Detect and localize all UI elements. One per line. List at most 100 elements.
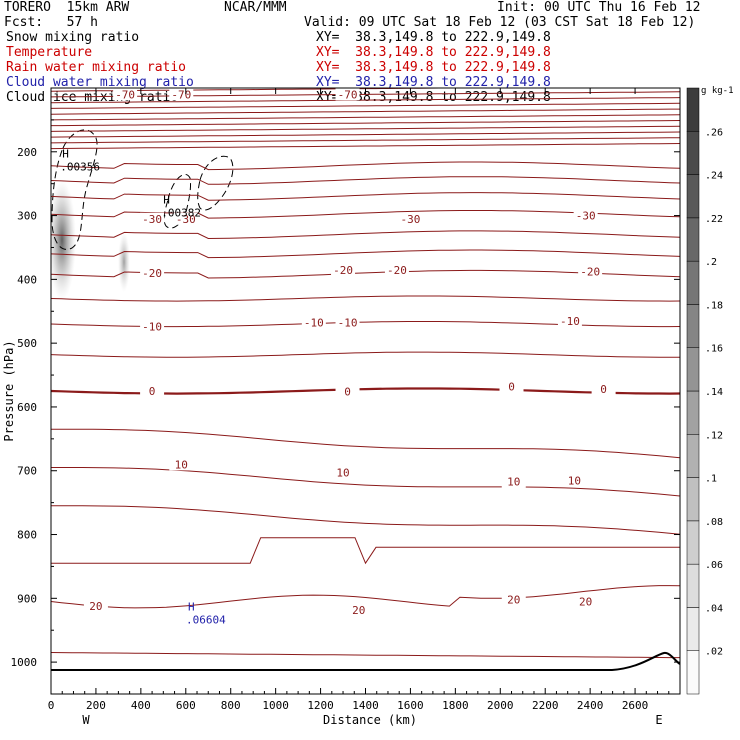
isotherm-label: 20 — [579, 596, 592, 609]
isotherm-label: 20 — [89, 600, 102, 613]
maximum-mark: H — [188, 601, 195, 614]
colorbar-segment — [686, 434, 700, 478]
colorbar-segment — [686, 174, 700, 219]
isotherm-label: -30 — [176, 213, 196, 226]
y-tick-label: 900 — [17, 592, 37, 605]
isotherm-label: -20 — [580, 266, 600, 279]
isotherm-label-bg — [335, 385, 360, 398]
isotherm-label-bg — [335, 88, 360, 101]
colorbar-tick-label: .04 — [705, 603, 723, 614]
y-tick-label: 400 — [17, 273, 37, 286]
temperature-labels: -70 -70 -70 -30 -30 -30 -30 -20 -20 -20 -20 -10 -10 -… — [83, 88, 616, 617]
isotherm-line — [51, 351, 680, 358]
isotherm-label-bg — [501, 593, 526, 606]
isotherm-label: 0 — [149, 385, 156, 398]
colorbar-tick-label: .22 — [705, 214, 723, 225]
isotherm-line — [51, 505, 680, 535]
maximum-mark: H — [163, 194, 170, 207]
maximum-value: .06604 — [186, 614, 226, 627]
colorbar-segment — [686, 217, 700, 262]
isotherm-label: 0 — [344, 386, 351, 399]
isotherm-label: -20 — [142, 267, 162, 280]
isotherm-label-bg — [169, 458, 194, 471]
isotherm-label: -20 — [387, 264, 407, 277]
y-tick-label: 200 — [17, 146, 37, 159]
west-label: W — [82, 713, 90, 727]
isotherm-label: -30 — [576, 210, 596, 223]
isotherm-label-bg — [335, 316, 360, 329]
isotherm-line — [51, 176, 680, 185]
legend-snow: Snow mixing ratio — [6, 30, 140, 45]
colorbar-segment — [686, 607, 700, 651]
isotherm-label-bg — [113, 88, 138, 101]
isotherm-line — [51, 97, 680, 104]
colorbar-tick-label: .02 — [705, 647, 723, 658]
legend-cloud-water: Cloud water mixing ratio — [6, 75, 194, 90]
isotherm-label-bg — [384, 263, 409, 276]
isotherm-line — [51, 652, 680, 659]
snow-core-west — [51, 180, 76, 300]
isotherm-label-bg — [331, 466, 356, 479]
isotherm-label-bg — [83, 599, 108, 612]
y-tick-label: 600 — [17, 401, 37, 414]
isotherm-label: 10 — [336, 467, 349, 480]
ground-line — [51, 651, 681, 671]
colorbar-tick-label: .08 — [705, 517, 723, 528]
isotherm-label: -30 — [400, 213, 420, 226]
maximum-value: .00382 — [161, 207, 201, 220]
isotherm-label-bg — [573, 209, 598, 222]
temperature-contours — [51, 88, 680, 659]
model-title: TORERO 15km ARW — [4, 0, 130, 15]
colorbar-tick-label: .26 — [705, 127, 723, 138]
isotherm-label-bg — [140, 385, 165, 397]
y-tick-label: 800 — [17, 529, 37, 542]
isotherm-label-bg — [573, 595, 598, 608]
init-time: Init: 00 UTC Thu 16 Feb 12 — [497, 0, 701, 15]
x-tick-label: 1600 — [397, 699, 424, 712]
isotherm-label: -10 — [304, 317, 324, 330]
legend-rain-xy: XY= 38.3,149.8 to 222.9,149.8 — [316, 60, 551, 75]
colorbar-segment — [686, 520, 700, 565]
x-tick-label: 800 — [221, 699, 241, 712]
isotherm-label-bg — [557, 314, 582, 327]
colorbar-segment — [686, 347, 700, 392]
x-tick-label: 2400 — [577, 699, 604, 712]
colorbar-unit: g kg-1 — [701, 86, 734, 96]
isotherm-label-bg — [140, 266, 165, 279]
isotherm-line — [51, 585, 680, 609]
snow-shading — [51, 180, 130, 300]
isotherm-label-bg — [501, 475, 526, 488]
isotherm-label: -70 — [338, 88, 358, 101]
isotherm-label: 20 — [507, 594, 520, 607]
y-tick-label: 700 — [17, 465, 37, 478]
isotherm-label-bg — [173, 212, 198, 225]
y-tick-label: 300 — [17, 210, 37, 223]
x-tick-label: 1200 — [307, 699, 334, 712]
cloud-ice-contours — [51, 129, 234, 250]
isotherm-label-bg — [591, 383, 616, 396]
legend-snow-xy: XY= 38.3,149.8 to 222.9,149.8 — [316, 30, 551, 45]
legend-temperature: Temperature — [6, 45, 93, 60]
maximum-value: .00356 — [60, 161, 100, 174]
isotherm-line — [51, 114, 680, 121]
isotherm-label-bg — [331, 263, 356, 276]
colorbar: .02 .04 .06 .08 .1 .12 .14 .16 .18 .2 .22 .24 .26 — [686, 87, 723, 695]
isotherm-line — [51, 131, 680, 138]
isotherm-line — [51, 137, 680, 144]
isotherm-line — [51, 125, 680, 132]
x-tick-label: 2600 — [622, 699, 649, 712]
isotherm-line — [51, 467, 680, 497]
colorbar-segment — [686, 390, 700, 435]
colorbar-segment — [686, 650, 700, 695]
isotherm-label-bg — [140, 320, 165, 333]
x-tick-label: 1400 — [352, 699, 379, 712]
isotherm-label-bg — [346, 603, 371, 616]
colorbar-segment — [686, 260, 700, 305]
x-tick-label: 1000 — [262, 699, 289, 712]
x-tick-label: 1800 — [442, 699, 469, 712]
isotherm-line — [51, 192, 680, 201]
maximum-mark: H — [62, 148, 69, 161]
isotherm-label: 10 — [568, 474, 581, 487]
